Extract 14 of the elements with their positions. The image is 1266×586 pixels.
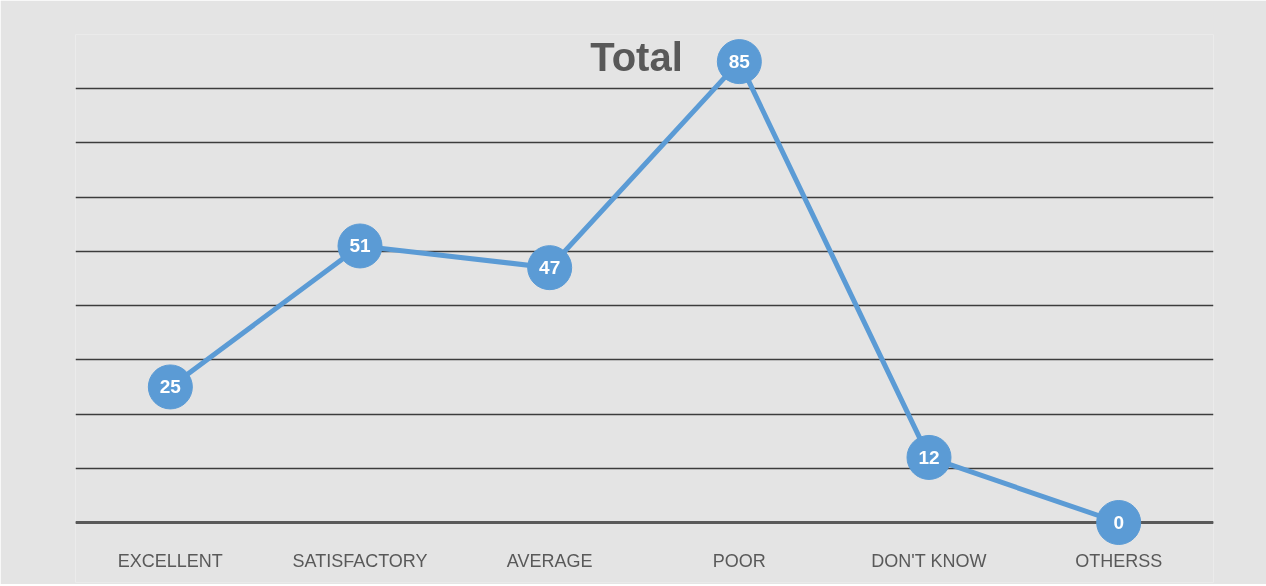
data-label: 85 [728, 51, 751, 73]
data-label: 47 [539, 257, 561, 279]
x-tick-label: DON'T KNOW [871, 550, 987, 571]
chart-title: Total [590, 34, 683, 79]
data-label: 12 [918, 446, 940, 468]
x-tick-label: OTHERSS [1075, 550, 1163, 571]
point [1096, 500, 1142, 545]
x-tick-label: SATISFACTORY [292, 550, 428, 571]
data-label: 51 [349, 235, 371, 257]
data-label: 25 [159, 376, 182, 398]
data-label: 0 [1113, 512, 1124, 533]
x-tick-label: EXCELLENT [117, 550, 223, 571]
x-tick-label: POOR [712, 550, 766, 571]
x-tick-label: AVERAGE [506, 550, 593, 571]
